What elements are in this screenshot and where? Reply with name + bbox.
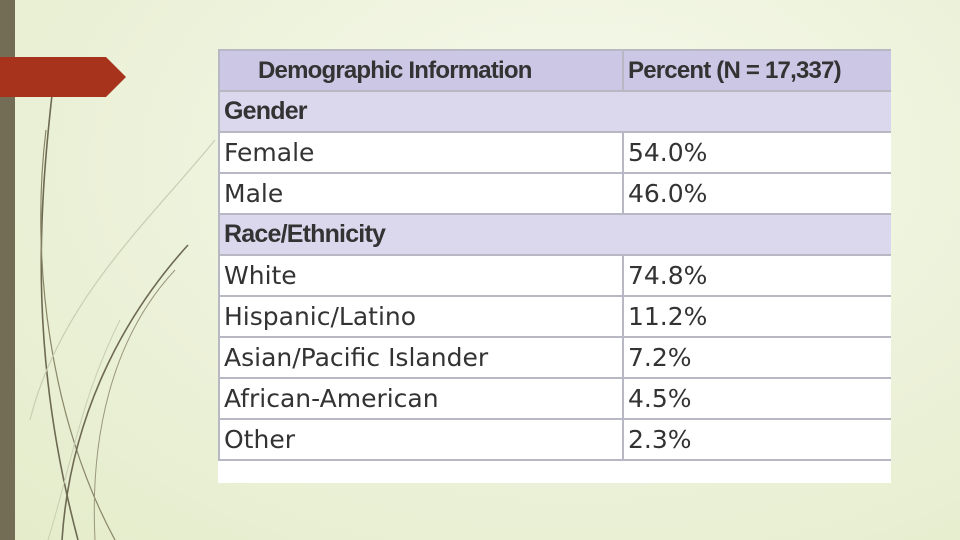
curve-line bbox=[40, 129, 116, 540]
table-row: Other 2.3% bbox=[218, 418, 891, 461]
demographics-table-container: Demographic Information Percent (N = 17,… bbox=[218, 49, 891, 483]
curve-line bbox=[47, 319, 121, 540]
row-label: Male bbox=[218, 172, 624, 215]
section-title: Race/Ethnicity bbox=[218, 213, 891, 256]
row-value: 46.0% bbox=[622, 172, 891, 215]
table-row: African-American 4.5% bbox=[218, 377, 891, 420]
demographics-table: Demographic Information Percent (N = 17,… bbox=[218, 49, 891, 461]
section-row-race-ethnicity: Race/Ethnicity bbox=[218, 213, 891, 256]
curve-line bbox=[40, 94, 79, 540]
row-value: 2.3% bbox=[622, 418, 891, 461]
row-label: African-American bbox=[218, 377, 624, 420]
section-row-gender: Gender bbox=[218, 90, 891, 133]
table-row: Hispanic/Latino 11.2% bbox=[218, 295, 891, 338]
row-label: Hispanic/Latino bbox=[218, 295, 624, 338]
left-accent-bar bbox=[0, 0, 15, 540]
row-value: 54.0% bbox=[622, 131, 891, 174]
curve-line bbox=[93, 269, 176, 540]
row-label: White bbox=[218, 254, 624, 297]
table-row: Male 46.0% bbox=[218, 172, 891, 215]
row-label: Asian/Pacific Islander bbox=[218, 336, 624, 379]
table-row: Female 54.0% bbox=[218, 131, 891, 174]
row-label: Female bbox=[218, 131, 624, 174]
row-value: 7.2% bbox=[622, 336, 891, 379]
curve-line bbox=[61, 244, 189, 540]
row-value: 74.8% bbox=[622, 254, 891, 297]
table-row: Asian/Pacific Islander 7.2% bbox=[218, 336, 891, 379]
column-header-demographic: Demographic Information bbox=[218, 49, 624, 92]
column-header-percent: Percent (N = 17,337) bbox=[622, 49, 891, 92]
table-row: White 74.8% bbox=[218, 254, 891, 297]
arrow-marker-icon bbox=[0, 57, 126, 97]
curve-line bbox=[29, 139, 216, 421]
row-label: Other bbox=[218, 418, 624, 461]
row-value: 11.2% bbox=[622, 295, 891, 338]
table-header-row: Demographic Information Percent (N = 17,… bbox=[218, 49, 891, 92]
row-value: 4.5% bbox=[622, 377, 891, 420]
section-title: Gender bbox=[218, 90, 891, 133]
